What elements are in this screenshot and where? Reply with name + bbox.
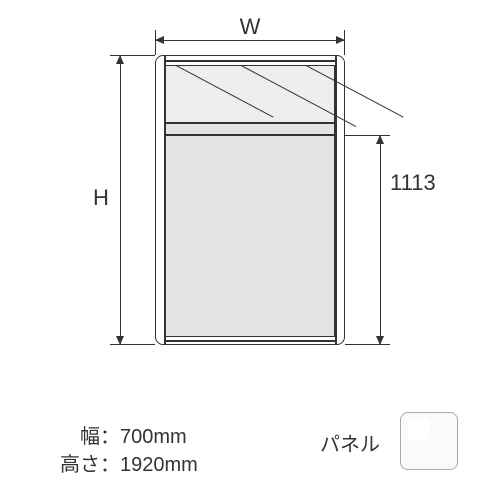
spec-height-value: 1920mm <box>120 454 198 476</box>
panel-solid-section <box>165 135 335 337</box>
dim-inner-arrow-bot <box>376 336 384 345</box>
dim-inner-arrow-top <box>376 135 384 144</box>
spec-width: 幅：700mm <box>80 420 187 449</box>
glass-hatch <box>306 65 404 118</box>
dim-w-label: W <box>230 14 270 40</box>
panel-glass-section <box>165 65 335 123</box>
spec-width-value: 700mm <box>120 426 187 448</box>
rail-right-inner <box>335 55 337 345</box>
spec-width-label: 幅 <box>80 426 100 448</box>
swatch-label: パネル <box>320 428 380 457</box>
dim-h-label: H <box>88 185 114 211</box>
dim-h-line <box>120 55 121 345</box>
dim-w-line <box>155 40 345 41</box>
dim-h-arrow-bot <box>116 336 124 345</box>
dim-w-arrow-right <box>336 36 345 44</box>
head-rail-inner <box>165 60 335 62</box>
foot-rail-inner <box>165 340 335 342</box>
glass-hatch <box>176 65 274 118</box>
panel-mid-rail <box>165 123 335 135</box>
spec-height: 高さ：1920mm <box>60 448 198 477</box>
drawing-canvas: W H 1113 幅：700mm 高さ：1920mm パネル <box>0 0 500 500</box>
dim-w-arrow-left <box>155 36 164 44</box>
dim-inner-label: 1113 <box>390 170 450 196</box>
dim-h-arrow-top <box>116 55 124 64</box>
dim-inner-line <box>380 135 381 345</box>
swatch-inner-highlight <box>407 419 429 441</box>
swatch-box <box>400 412 458 470</box>
spec-height-label: 高さ <box>60 454 100 476</box>
